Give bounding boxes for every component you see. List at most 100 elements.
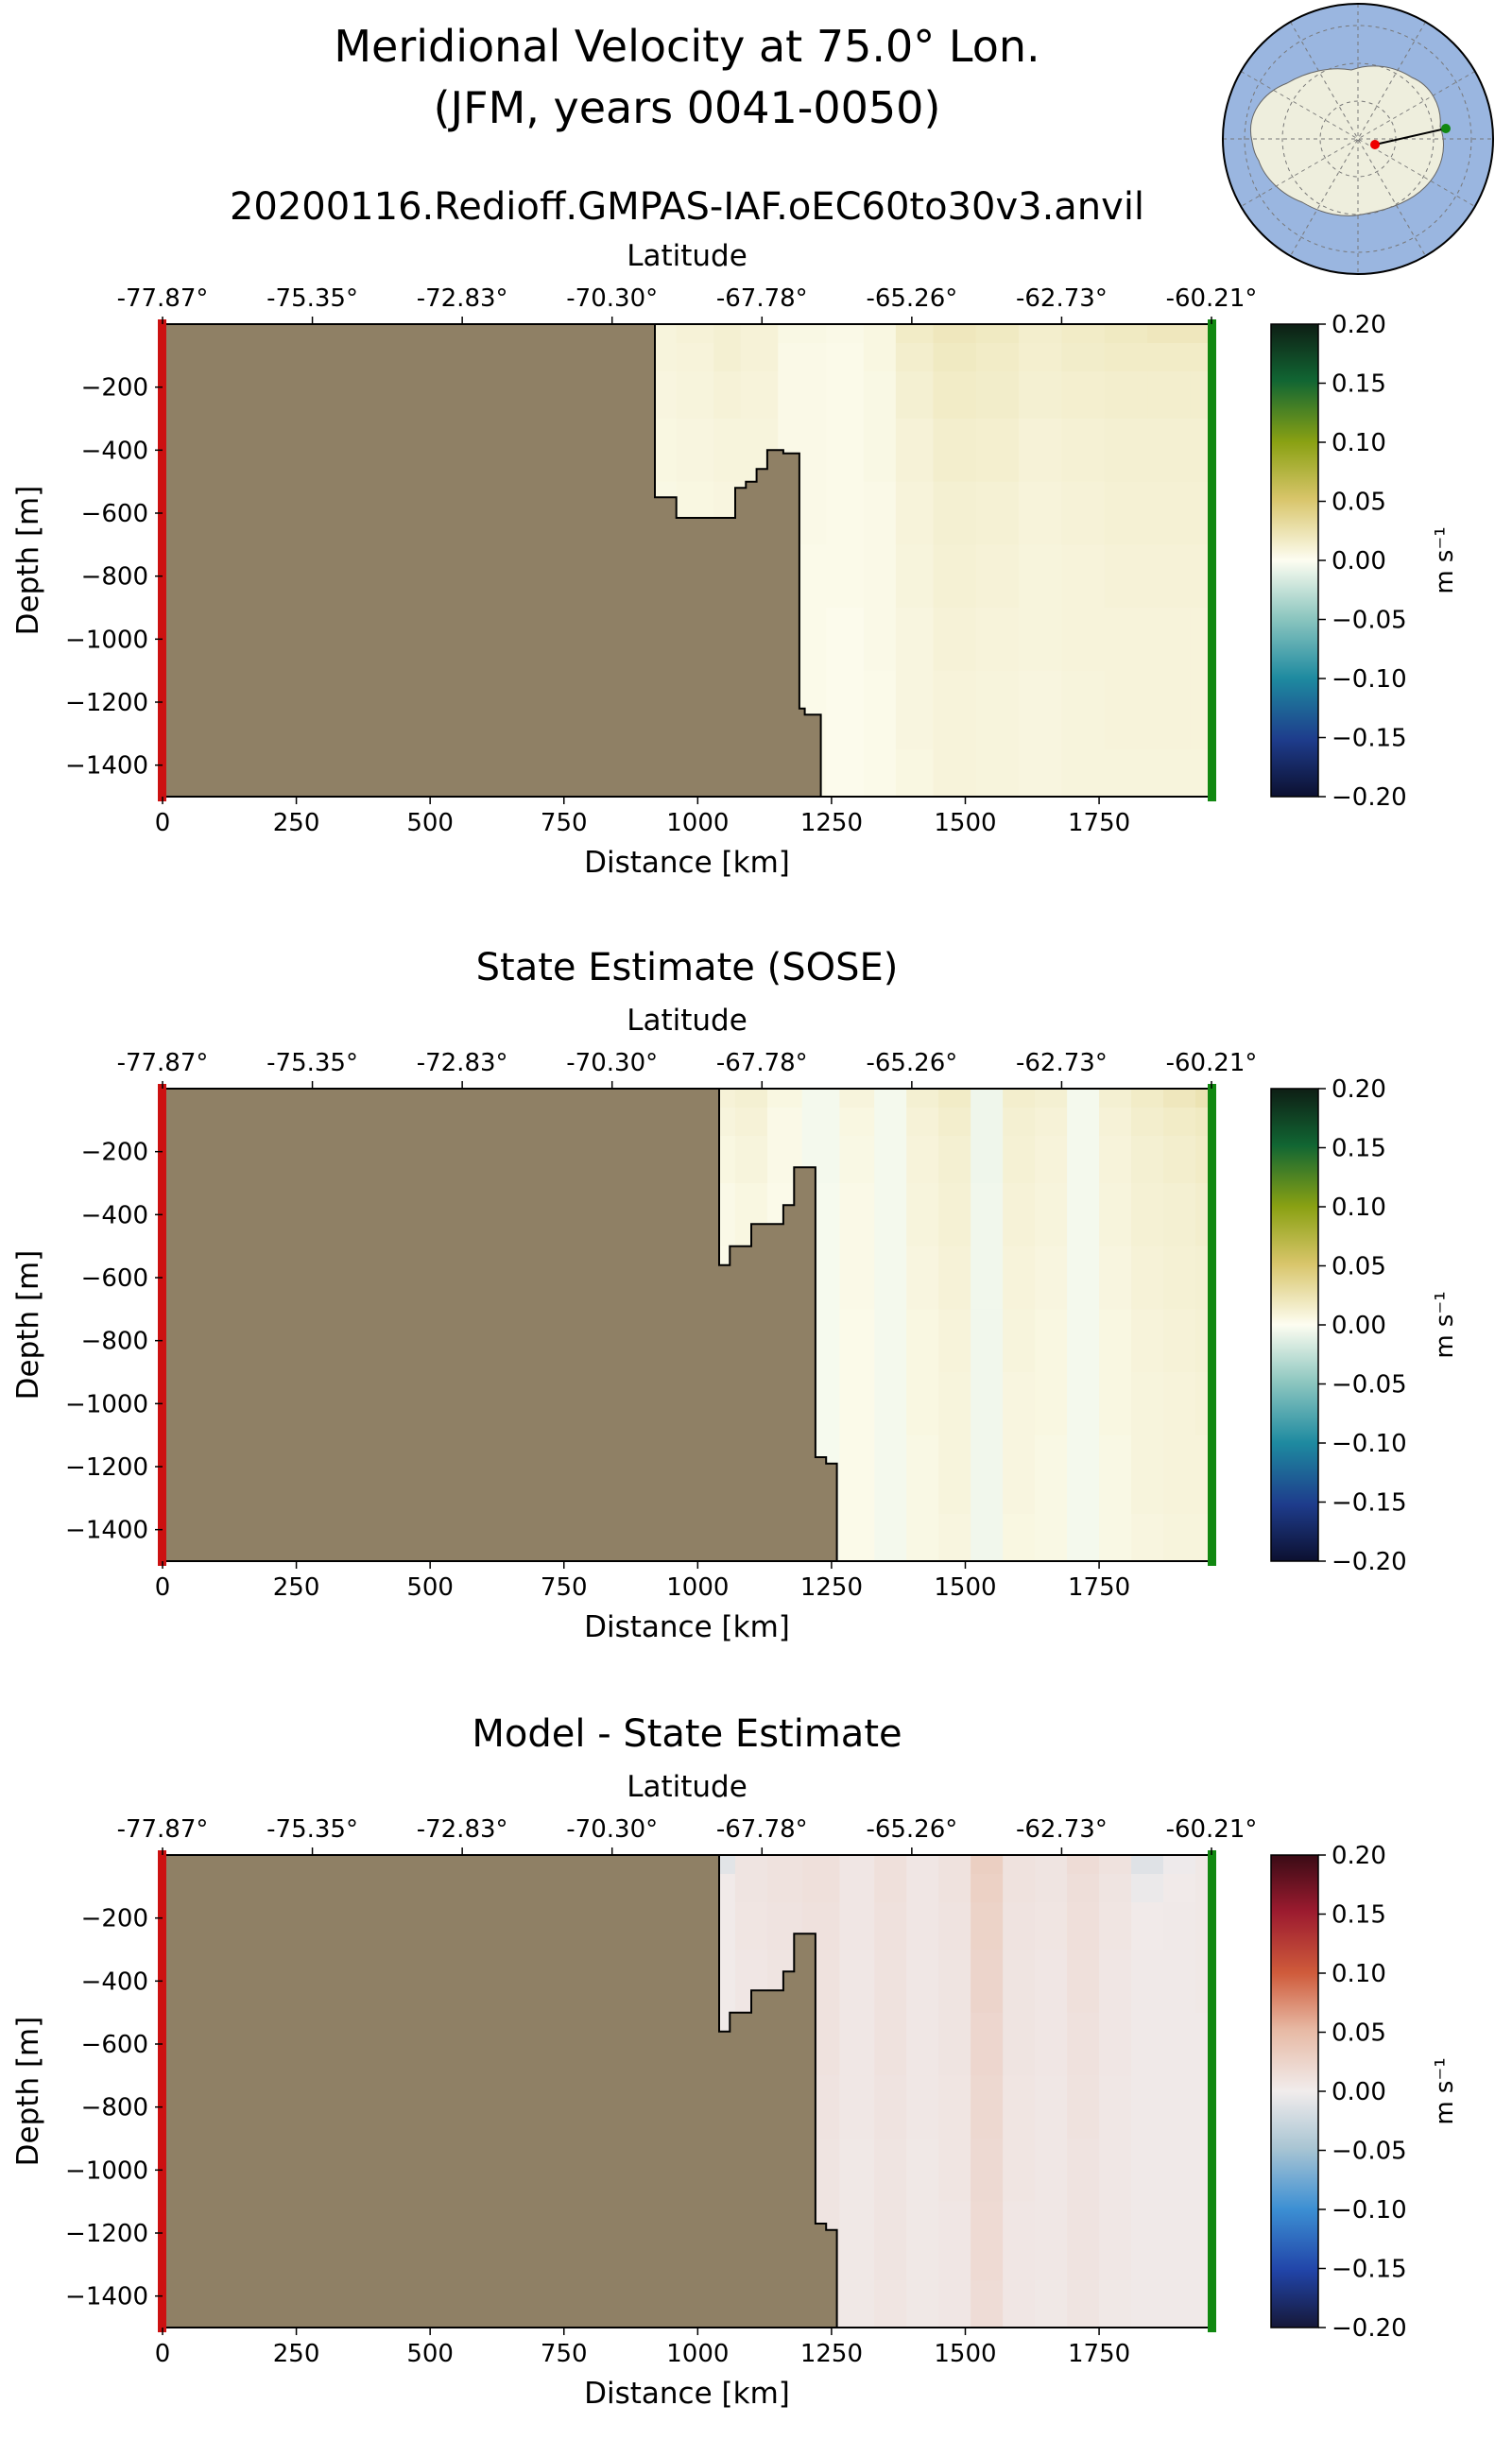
velocity-cell	[1131, 1855, 1164, 1875]
velocity-cell	[1163, 1874, 1196, 1903]
x-tick-label: 1000	[666, 2340, 729, 2368]
latitude-tick-label: -75.35°	[266, 1049, 358, 1077]
velocity-cell	[895, 371, 935, 420]
velocity-cell	[1067, 1108, 1100, 1137]
velocity-cell	[863, 544, 897, 609]
latitude-tick-label: -70.30°	[566, 1815, 658, 1844]
latitude-tick-label: -77.87°	[117, 1815, 209, 1844]
velocity-cell	[1190, 343, 1212, 372]
velocity-cell	[874, 1309, 907, 1373]
velocity-cell	[1067, 1372, 1100, 1436]
velocity-cell	[938, 2201, 971, 2281]
bathymetry-land	[162, 323, 824, 798]
velocity-cell	[1061, 324, 1106, 344]
velocity-cell	[1003, 1372, 1036, 1436]
x-tick-label: 1250	[800, 809, 863, 837]
velocity-cell	[1131, 1108, 1164, 1137]
velocity-cell	[874, 1108, 907, 1137]
colorbar-tick-label: −0.05	[1332, 2138, 1407, 2166]
velocity-cell	[971, 1855, 1004, 1875]
velocity-cell	[1099, 1183, 1132, 1247]
velocity-cell	[801, 1108, 841, 1137]
x-tick-label: 1250	[800, 1573, 863, 1602]
x-tick-label: 500	[406, 1573, 454, 1602]
velocity-cell	[938, 1435, 971, 1515]
velocity-cell	[1003, 2139, 1036, 2203]
colorbar-tick-label: 0.00	[1332, 2078, 1386, 2106]
velocity-cell	[975, 670, 1020, 750]
map-border	[1222, 3, 1494, 275]
velocity-cell	[938, 1136, 971, 1184]
velocity-cell	[1003, 1514, 1036, 1562]
colorbar-tick-label: 0.10	[1332, 1194, 1386, 1222]
panels: 0 250 500 750 1000 1250 1500 1750 Distance [km] -…	[11, 239, 1459, 2411]
velocity-cell	[971, 2280, 1004, 2328]
velocity-cell	[933, 608, 977, 672]
y-tick-label: −600	[81, 1264, 148, 1293]
velocity-cell	[863, 419, 897, 483]
velocity-cell	[1131, 2201, 1164, 2281]
velocity-cell	[1003, 1183, 1036, 1247]
velocity-cell	[1104, 324, 1148, 344]
velocity-cell	[801, 1089, 841, 1108]
velocity-cell	[863, 481, 897, 545]
velocity-cell	[826, 608, 865, 672]
velocity-cell	[1163, 1183, 1196, 1247]
velocity-cell	[971, 1902, 1004, 1950]
velocity-cell	[975, 343, 1020, 372]
transect-line	[1374, 128, 1447, 146]
y-axis-label: Depth [m]	[11, 486, 45, 636]
velocity-cell	[1067, 1855, 1100, 1875]
velocity-cell	[971, 2075, 1004, 2139]
velocity-cell	[906, 1950, 939, 2014]
map-latitude-circle	[1244, 25, 1472, 253]
y-tick-label: −600	[81, 500, 148, 528]
velocity-cell	[1131, 1435, 1164, 1515]
colorbar	[1270, 1854, 1319, 2328]
velocity-cell	[1067, 1435, 1100, 1515]
velocity-cell	[1190, 544, 1212, 609]
y-tick-label: −1400	[65, 752, 148, 781]
velocity-cell	[1003, 1435, 1036, 1515]
velocity-cell	[938, 1309, 971, 1373]
velocity-cell	[1003, 1309, 1036, 1373]
transect-end-bar	[1208, 1850, 1216, 2332]
velocity-cell	[938, 2280, 971, 2328]
velocity-cell	[766, 1874, 803, 1903]
velocity-cell	[1104, 419, 1148, 483]
colorbar	[1270, 323, 1319, 798]
velocity-cell	[1067, 2201, 1100, 2281]
x-tick-label: 1500	[934, 809, 996, 837]
velocity-cell	[1131, 2139, 1164, 2203]
latitude-tick-label: -72.83°	[417, 1815, 508, 1844]
velocity-cell	[906, 1136, 939, 1184]
velocity-cell	[906, 1372, 939, 1436]
velocity-cell	[1035, 2280, 1068, 2328]
velocity-cell	[1131, 1514, 1164, 1562]
velocity-cell	[826, 419, 865, 483]
velocity-cell	[1035, 1309, 1068, 1373]
velocity-cell	[906, 2012, 939, 2076]
velocity-cell	[906, 1108, 939, 1137]
velocity-cell	[1163, 1372, 1196, 1436]
velocity-cell	[740, 324, 779, 344]
y-tick-label: −800	[81, 563, 148, 592]
velocity-cell	[933, 419, 977, 483]
velocity-cell	[906, 1514, 939, 1562]
velocity-cell	[1190, 419, 1212, 483]
velocity-cell	[1190, 324, 1212, 344]
colorbar-label: m s⁻¹	[1431, 2057, 1459, 2124]
velocity-cell	[1147, 670, 1191, 750]
velocity-cell	[1099, 1108, 1132, 1137]
y-tick-label: −800	[81, 2094, 148, 2122]
velocity-cell	[1147, 324, 1191, 344]
x-tick-label: 1750	[1068, 1573, 1130, 1602]
x-tick-label: 500	[406, 809, 454, 837]
velocity-cell	[938, 2075, 971, 2139]
velocity-cell	[826, 481, 865, 545]
x-tick-label: 500	[406, 2340, 454, 2368]
velocity-cell	[1190, 481, 1212, 545]
y-tick-label: −400	[81, 1967, 148, 1996]
colorbar-tick-label: 0.05	[1332, 2019, 1386, 2048]
velocity-cell	[863, 343, 897, 372]
